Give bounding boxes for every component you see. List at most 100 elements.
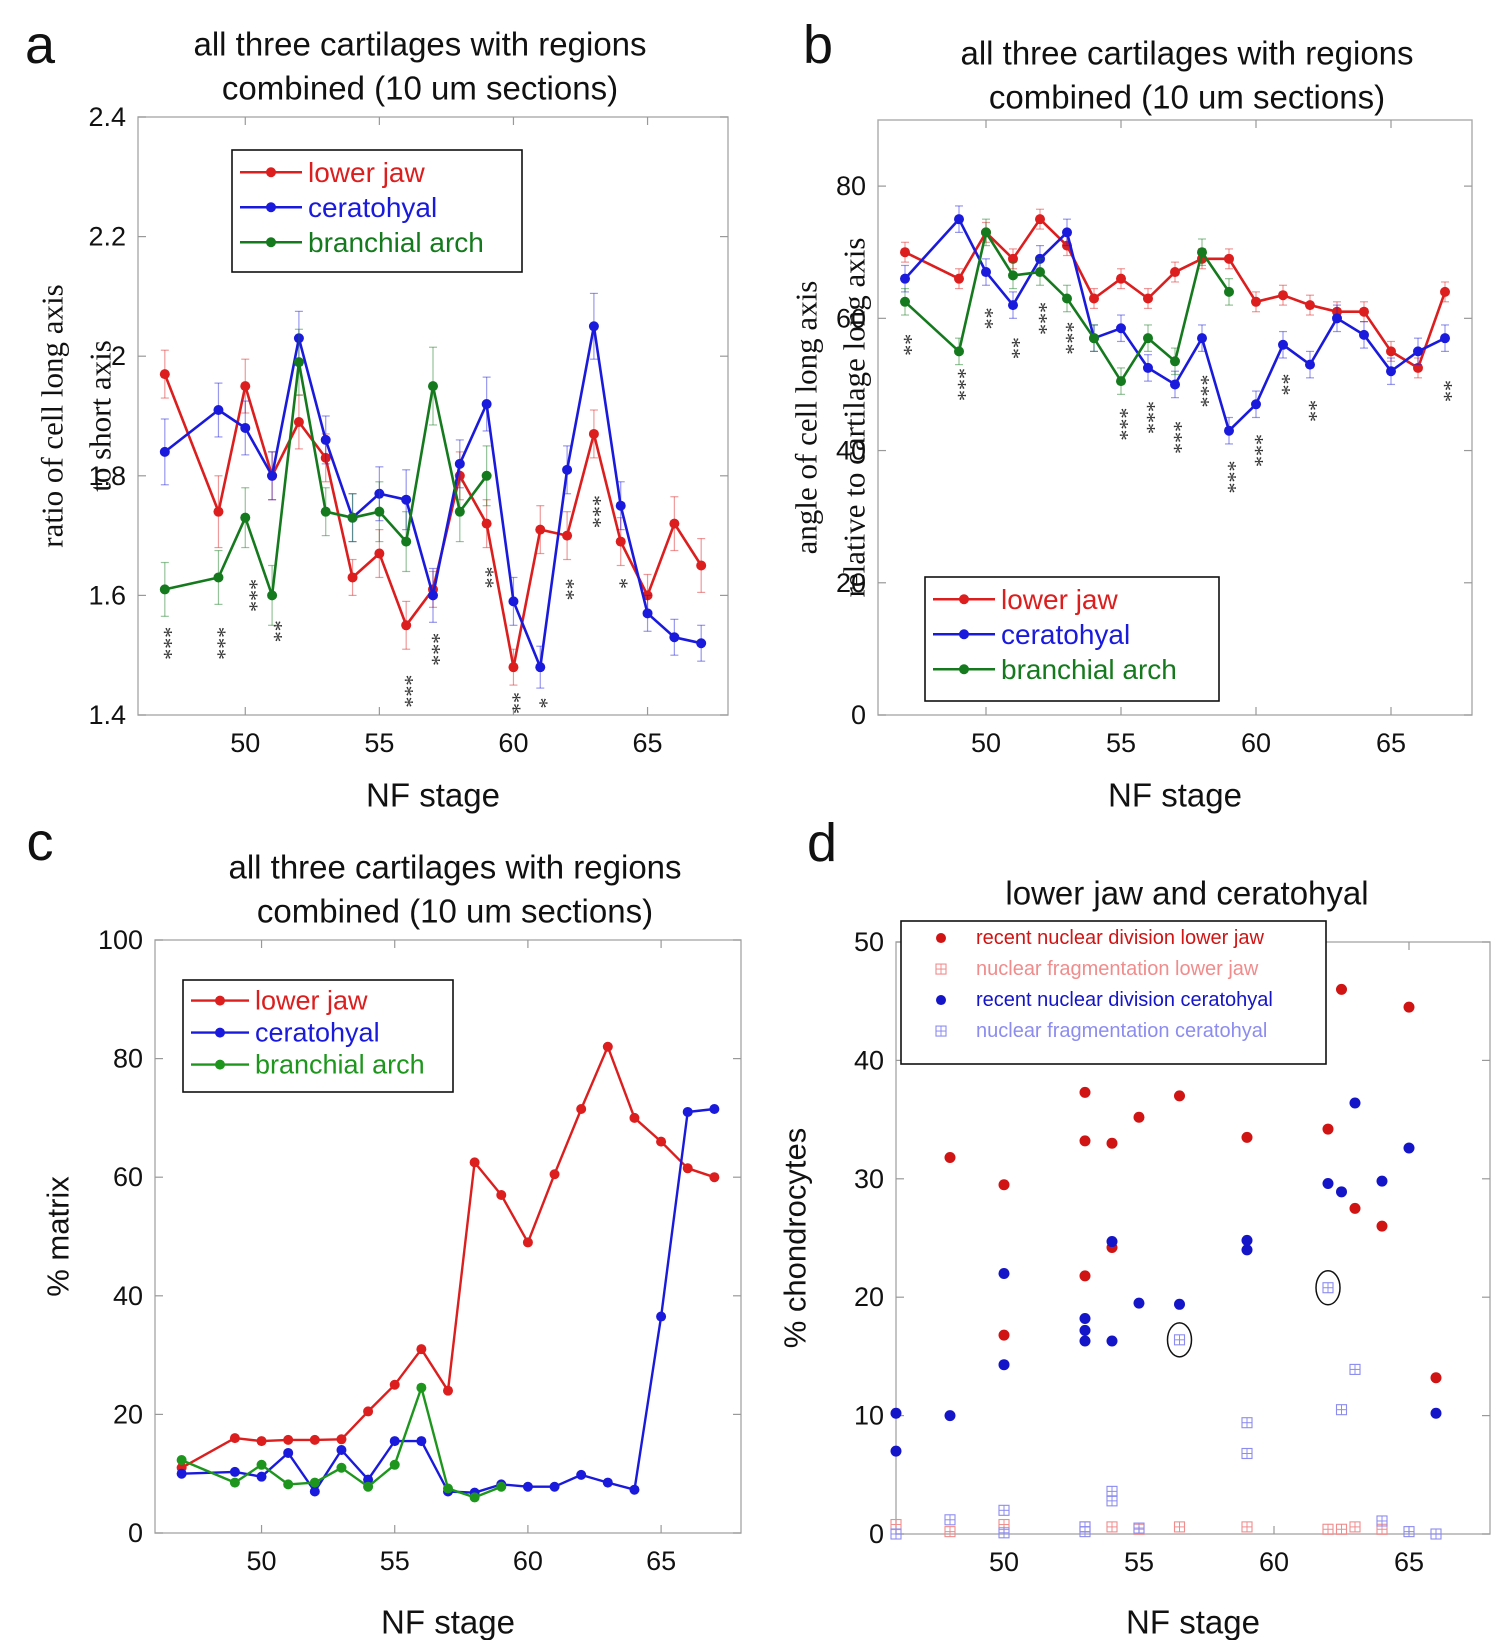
y-tick-label: 2 [111,341,126,371]
significance-mark: * [608,578,633,589]
y-tick-label: 40 [854,1045,884,1075]
data-point [944,1151,956,1163]
legend-entry: ceratohyal [933,619,1130,650]
significance-mark: ** [1001,337,1026,359]
x-tick-label: 55 [380,1546,410,1576]
data-point [347,512,358,523]
significance-mark: *** [1190,375,1215,408]
data-point [1376,1175,1388,1187]
data-point [1305,300,1315,311]
highlight-circle [1166,1322,1193,1358]
data-point [283,1479,294,1490]
legend-label: lower jaw [1001,584,1118,615]
data-point [416,1436,427,1447]
data-point [1440,286,1450,297]
data-point [428,590,438,601]
significance-mark: *** [1055,322,1080,355]
data-point [389,1436,400,1447]
data-point [363,1481,374,1492]
legend-entry: branchial arch [933,654,1177,685]
data-point [1062,227,1072,238]
y-tick-label: 30 [854,1164,884,1194]
panel-d: d lower jaw and ceratohyal 0 10 20 30 40 50 50 55… [778,813,1491,1640]
significance-mark: ** [262,620,287,642]
data-point [1079,1313,1091,1325]
data-point [981,267,991,278]
data-point [1170,267,1180,278]
y-tick-label: 20 [854,1282,884,1312]
y-tick-label: 40 [113,1281,143,1311]
data-point [293,416,304,427]
legend-marker [959,629,969,640]
panel-title-line: combined (10 um sections) [989,79,1385,116]
data-point [1008,270,1018,281]
x-tick-label: 55 [1124,1547,1154,1577]
x-tick-label: 50 [247,1546,277,1576]
y-tick-label: 1.6 [88,580,126,610]
data-point [428,381,438,392]
legend-entry: recent nuclear division ceratohyal [936,989,1273,1011]
data-point [481,518,492,529]
data-point [1430,1407,1442,1419]
data-point [549,1169,560,1180]
y-axis-label: % chondrocytes [778,1128,813,1349]
data-point [1336,1186,1347,1198]
data-point [1106,1335,1118,1347]
data-point [283,1447,294,1458]
panel-letter: a [25,15,56,75]
data-point [981,227,991,238]
data-point [1386,346,1396,357]
series-branchial-arch [159,328,492,626]
data-point [1224,425,1234,436]
x-tick-label: 65 [646,1546,676,1576]
data-point [1143,293,1153,304]
data-point [229,1477,240,1488]
y-tick-label: 40 [836,436,866,466]
data-point [389,1459,400,1470]
data-point [1305,359,1315,370]
significance-mark: *** [1028,302,1053,335]
data-point [213,405,224,416]
x-tick-label: 50 [230,728,260,758]
data-point [320,434,331,445]
legend-marker [936,933,946,944]
data-point [1335,1404,1348,1416]
series-lower-jaw [159,349,707,686]
data-point [347,572,358,583]
significance-mark: *** [1109,408,1134,441]
legend-label: ceratohyal [1001,619,1130,650]
data-point [1035,214,1045,225]
data-point [954,214,964,225]
data-point [1133,1297,1145,1309]
series-branchial-arch [176,1382,507,1503]
x-tick-label: 65 [1376,728,1406,758]
data-point [1174,1298,1185,1310]
data-point [629,1112,640,1123]
significance-mark: * [528,698,553,709]
data-point [336,1444,347,1455]
data-point [1089,293,1099,304]
data-point [309,1434,320,1445]
data-point [469,1157,480,1168]
data-point [1359,329,1369,340]
data-point [1241,1244,1253,1256]
x-tick-label: 60 [498,728,528,758]
y-tick-label: 2.4 [88,102,126,132]
data-point [669,632,680,643]
data-point [1440,333,1450,344]
data-point [508,662,519,673]
legend-entry: lower jaw [191,986,368,1016]
significance-mark: *** [581,495,606,528]
y-tick-label: 1.8 [88,461,126,491]
data-point [1197,247,1207,258]
data-point [1241,1521,1253,1533]
data-point [1133,1111,1145,1123]
legend-entry: branchial arch [191,1050,425,1080]
data-point [682,1163,693,1174]
panel-a: a all three cartilages with regions combin… [25,15,729,814]
data-point [1116,323,1126,334]
data-point [309,1477,320,1488]
data-point [159,584,170,595]
data-point [336,1434,347,1445]
